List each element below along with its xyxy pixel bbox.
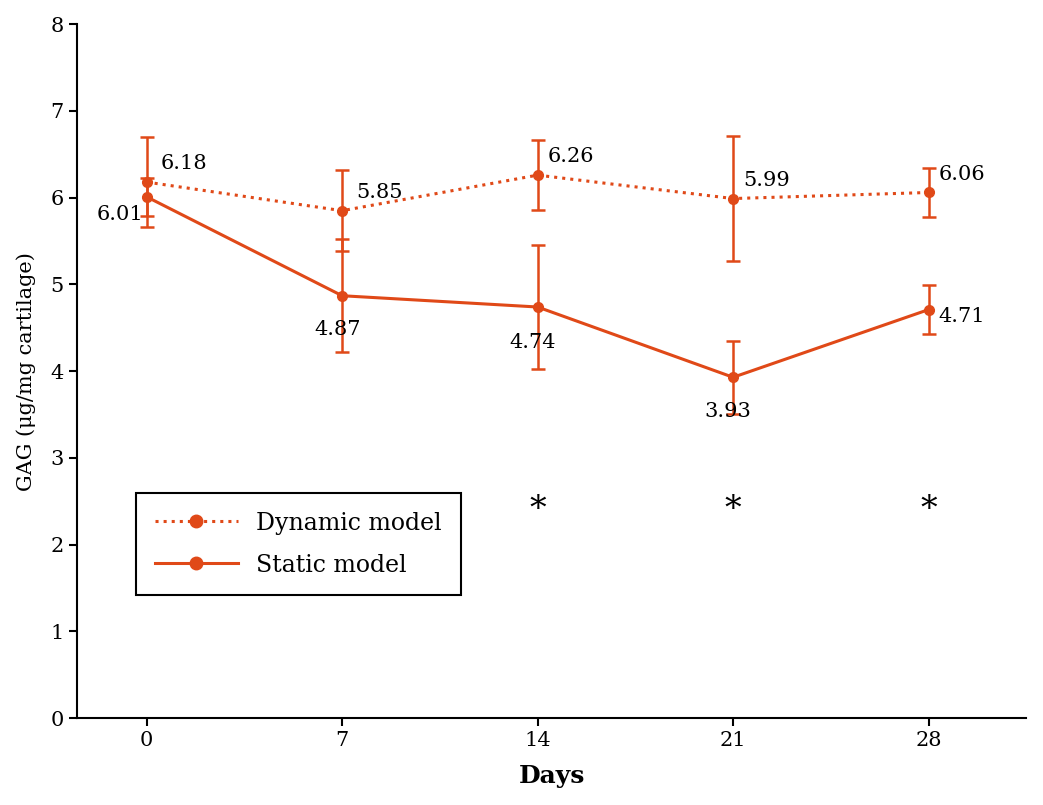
- Text: 4.74: 4.74: [510, 333, 556, 352]
- Text: 5.85: 5.85: [356, 183, 403, 202]
- Text: *: *: [920, 494, 937, 526]
- Text: 6.01: 6.01: [96, 204, 143, 224]
- Text: 4.87: 4.87: [314, 320, 361, 339]
- X-axis label: Days: Days: [518, 764, 585, 788]
- Legend: Dynamic model, Static model: Dynamic model, Static model: [136, 493, 461, 596]
- Text: 5.99: 5.99: [743, 171, 790, 190]
- Text: *: *: [529, 494, 545, 526]
- Text: 6.18: 6.18: [161, 155, 208, 173]
- Text: 6.06: 6.06: [939, 165, 985, 184]
- Y-axis label: GAG (μg/mg cartilage): GAG (μg/mg cartilage): [17, 252, 37, 490]
- Text: *: *: [725, 494, 742, 526]
- Text: 4.71: 4.71: [939, 307, 985, 326]
- Text: 3.93: 3.93: [704, 402, 751, 420]
- Text: 6.26: 6.26: [548, 147, 593, 167]
